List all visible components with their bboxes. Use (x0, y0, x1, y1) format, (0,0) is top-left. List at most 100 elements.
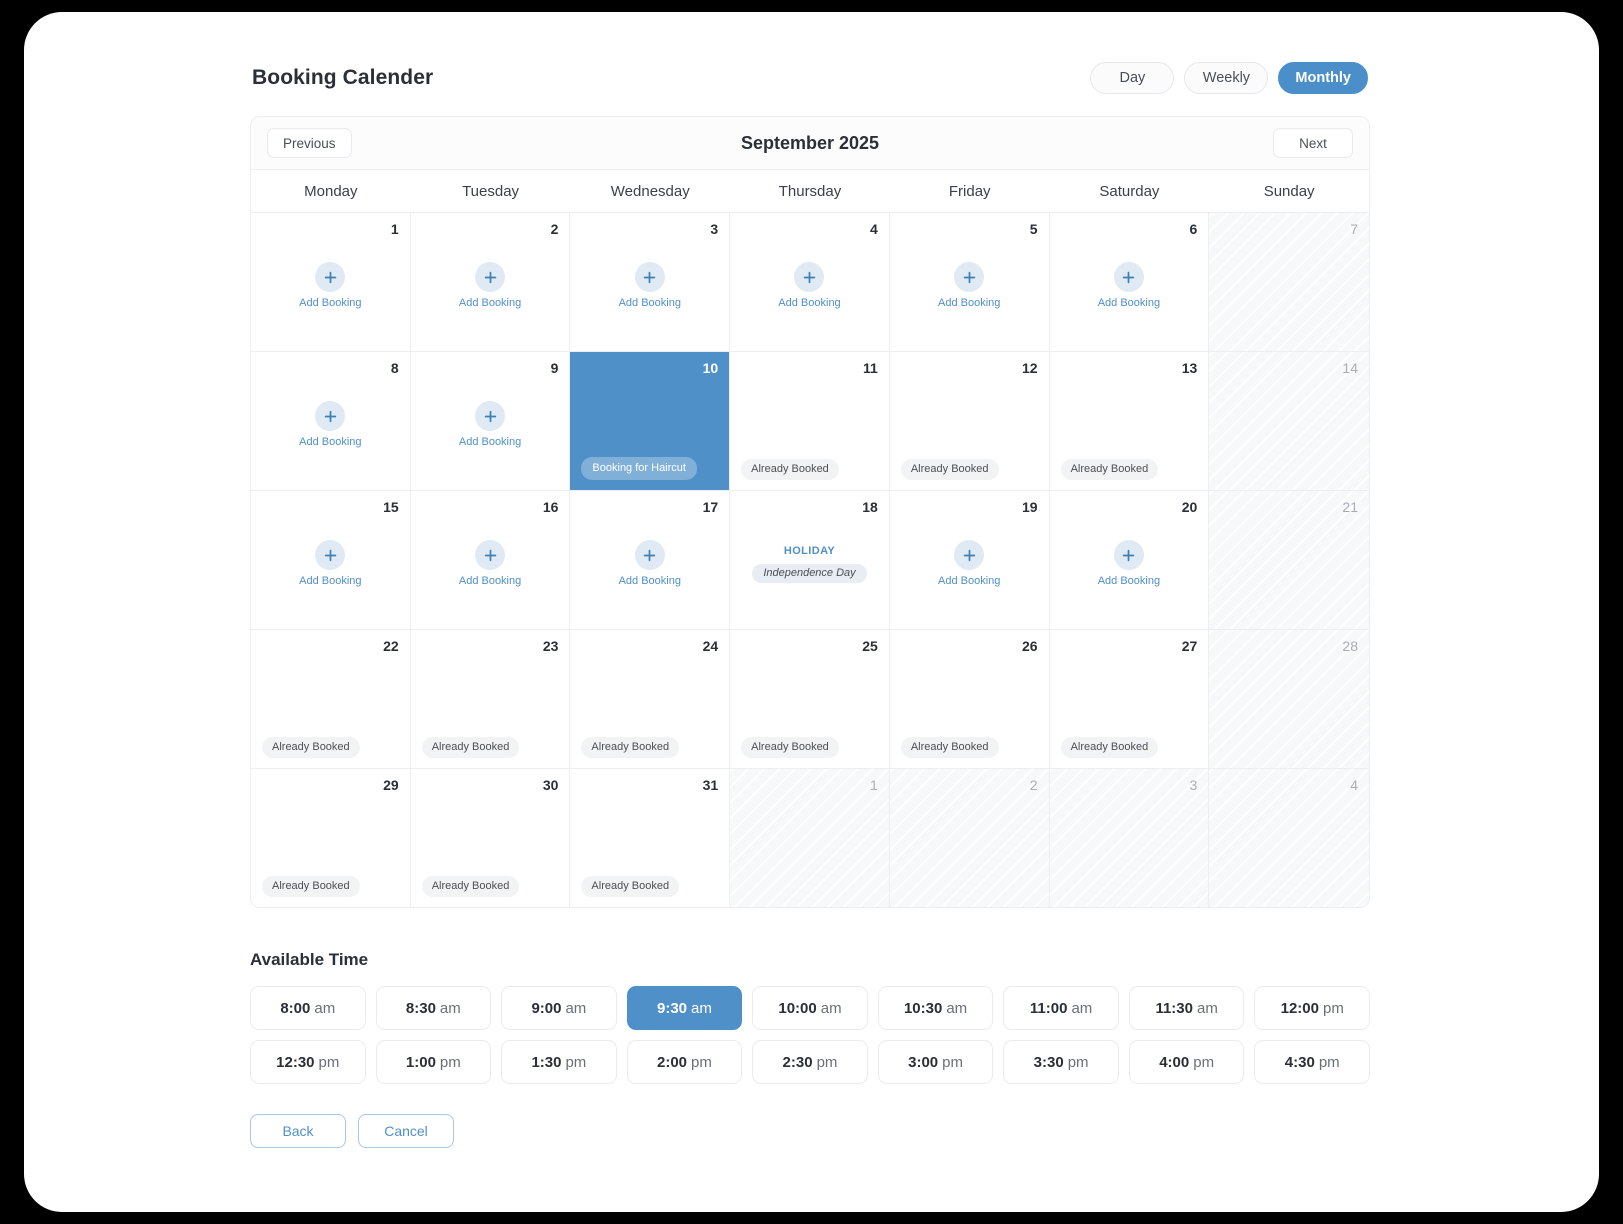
day-cell-13[interactable]: 13 Already Booked (1049, 352, 1210, 490)
day-number: 23 (542, 638, 559, 654)
day-cell-22[interactable]: 22 Already Booked (251, 630, 411, 768)
time-slot-4-00-pm[interactable]: 4:00 pm (1128, 1040, 1245, 1084)
time-slot-9-00-am[interactable]: 9:00 am (501, 986, 617, 1030)
day-number: 10 (702, 360, 719, 376)
already-booked-badge: Already Booked (581, 736, 680, 758)
day-cell-23[interactable]: 23 Already Booked (410, 630, 571, 768)
time-slot-meridiem: pm (816, 1053, 838, 1071)
day-cell-9[interactable]: 9 Add Booking (410, 352, 571, 490)
time-slot-12-30-pm[interactable]: 12:30 pm (250, 1040, 366, 1084)
add-booking-button[interactable]: Add Booking (1098, 262, 1160, 309)
add-booking-button[interactable]: Add Booking (459, 401, 521, 448)
time-slot-time: 12:30 (276, 1053, 315, 1071)
add-booking-button[interactable]: Add Booking (1098, 540, 1160, 587)
time-slot-10-30-am[interactable]: 10:30 am (877, 986, 994, 1030)
day-number: 12 (1021, 360, 1038, 376)
already-booked-badge: Already Booked (900, 736, 999, 758)
view-button-day[interactable]: Day (1090, 62, 1175, 94)
add-booking-label: Add Booking (938, 297, 1001, 309)
day-cell-12[interactable]: 12 Already Booked (889, 352, 1050, 490)
add-booking-button[interactable]: Add Booking (619, 262, 681, 309)
time-slot-4-30-pm[interactable]: 4:30 pm (1254, 1040, 1370, 1084)
time-slot-3-30-pm[interactable]: 3:30 pm (1003, 1040, 1119, 1084)
cancel-button[interactable]: Cancel (358, 1114, 454, 1148)
day-number: 2 (1029, 777, 1038, 793)
time-slot-time: 10:30 (903, 999, 943, 1017)
day-cell-27[interactable]: 27 Already Booked (1049, 630, 1210, 768)
day-cell-footer: Already Booked (581, 736, 718, 758)
time-slot-2-30-pm[interactable]: 2:30 pm (752, 1040, 868, 1084)
day-cell-16[interactable]: 16 Add Booking (410, 491, 571, 629)
day-number: 8 (390, 360, 399, 376)
day-cell-20[interactable]: 20 Add Booking (1049, 491, 1210, 629)
day-cell-18[interactable]: 18 HOLIDAY Independence Day (730, 491, 890, 629)
add-booking-button[interactable]: Add Booking (938, 262, 1000, 309)
day-cell-11[interactable]: 11 Already Booked (730, 352, 890, 490)
back-button[interactable]: Back (250, 1114, 346, 1148)
add-booking-button[interactable]: Add Booking (619, 540, 681, 587)
next-month-button[interactable]: Next (1273, 128, 1353, 158)
day-cell-4: 4 (1209, 769, 1369, 907)
day-cell-4[interactable]: 4 Add Booking (730, 213, 890, 351)
time-slot-3-00-pm[interactable]: 3:00 pm (877, 1040, 994, 1084)
booking-page: Booking Calender Day Weekly Monthly Previo… (250, 52, 1370, 1148)
add-booking-button[interactable]: Add Booking (299, 540, 362, 587)
time-slot-9-30-am[interactable]: 9:30 am (626, 986, 743, 1030)
day-number: 24 (702, 638, 719, 654)
day-cell-8[interactable]: 8 Add Booking (251, 352, 411, 490)
day-cell-2[interactable]: 2 Add Booking (410, 213, 571, 351)
day-cell-31[interactable]: 31 Already Booked (570, 769, 731, 907)
day-cell-24[interactable]: 24 Already Booked (570, 630, 731, 768)
add-booking-button[interactable]: Add Booking (459, 262, 521, 309)
time-slot-12-00-pm[interactable]: 12:00 pm (1254, 986, 1370, 1030)
view-button-monthly[interactable]: Monthly (1278, 62, 1368, 94)
day-cell-body (581, 786, 718, 876)
add-booking-button[interactable]: Add Booking (459, 540, 521, 587)
time-slot-grid: 8:00 am 8:30 am 9:00 am 9:30 am 10:00 am 10:30 am 11… (250, 986, 1370, 1084)
day-cell-6[interactable]: 6 Add Booking (1049, 213, 1210, 351)
add-booking-label: Add Booking (458, 297, 522, 309)
time-slot-2-00-pm[interactable]: 2:00 pm (626, 1040, 743, 1084)
already-booked-badge: Already Booked (1060, 458, 1159, 480)
day-cell-15[interactable]: 15 Add Booking (251, 491, 411, 629)
time-slot-8-30-am[interactable]: 8:30 am (375, 986, 492, 1030)
day-cell-10[interactable]: 10 Booking for Haircut (570, 352, 731, 490)
time-slot-8-00-am[interactable]: 8:00 am (250, 986, 366, 1030)
time-slot-1-00-pm[interactable]: 1:00 pm (375, 1040, 492, 1084)
time-slot-11-30-am[interactable]: 11:30 am (1128, 986, 1245, 1030)
time-slot-time: 11:00 (1029, 999, 1068, 1017)
time-slot-1-30-pm[interactable]: 1:30 pm (501, 1040, 617, 1084)
time-slot-11-00-am[interactable]: 11:00 am (1003, 986, 1119, 1030)
day-cell-17[interactable]: 17 Add Booking (570, 491, 731, 629)
day-cell-1[interactable]: 1 Add Booking (251, 213, 411, 351)
previous-month-button[interactable]: Previous (267, 128, 352, 158)
day-cell-body (262, 786, 399, 876)
day-cell-26[interactable]: 26 Already Booked (889, 630, 1050, 768)
time-slot-time: 11:30 (1155, 999, 1193, 1017)
available-time-title: Available Time (250, 950, 369, 969)
day-cell-2: 2 (889, 769, 1050, 907)
day-cell-footer: Already Booked (741, 736, 878, 758)
add-booking-button[interactable]: Add Booking (299, 262, 362, 309)
add-booking-button[interactable]: Add Booking (938, 540, 1000, 587)
day-cell-25[interactable]: 25 Already Booked (730, 630, 890, 768)
day-cell-5[interactable]: 5 Add Booking (889, 213, 1050, 351)
day-cell-footer: Already Booked (262, 736, 399, 758)
day-cell-body (581, 369, 718, 457)
add-booking-label: Add Booking (299, 575, 362, 587)
day-cell-3[interactable]: 3 Add Booking (570, 213, 731, 351)
day-cell-body: Add Booking (422, 508, 559, 619)
time-slot-10-00-am[interactable]: 10:00 am (752, 986, 868, 1030)
day-cell-body (741, 786, 878, 897)
plus-icon (475, 262, 506, 292)
day-cell-30[interactable]: 30 Already Booked (410, 769, 571, 907)
day-cell-29[interactable]: 29 Already Booked (251, 769, 411, 907)
time-slot-meridiem: pm (691, 1053, 712, 1071)
add-booking-button[interactable]: Add Booking (299, 401, 362, 448)
day-cell-body: Add Booking (262, 230, 399, 341)
day-cell-19[interactable]: 19 Add Booking (889, 491, 1050, 629)
view-button-weekly[interactable]: Weekly (1184, 62, 1269, 94)
holiday-name-badge: Independence Day (752, 563, 867, 583)
add-booking-button[interactable]: Add Booking (778, 262, 841, 309)
already-booked-badge: Already Booked (262, 736, 360, 758)
